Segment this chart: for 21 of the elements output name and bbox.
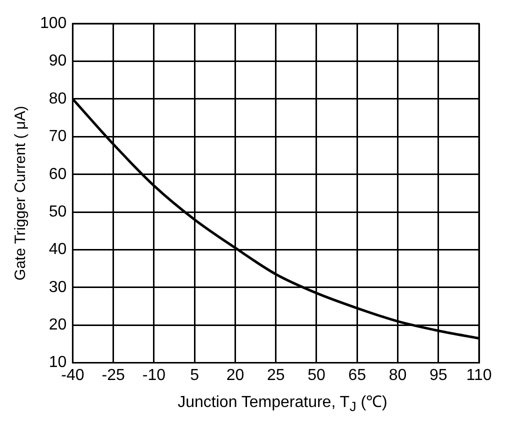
x-tick-label: 25 <box>266 366 285 384</box>
x-tick-label: 80 <box>388 366 407 384</box>
x-axis-title: Junction Temperature, T$_{J}$ (℃) <box>176 393 388 414</box>
y-axis-title: Gate Trigger Current ( μA) <box>12 106 30 280</box>
x-tick-label: 65 <box>348 366 366 384</box>
y-tick-label: 70 <box>48 128 67 146</box>
y-tick-label: 80 <box>48 90 67 108</box>
x-tick-label: -10 <box>142 366 166 384</box>
x-tick-label: -25 <box>102 366 125 384</box>
x-tick-label: 20 <box>226 366 244 384</box>
y-tick-label: 30 <box>48 278 67 296</box>
x-tick-label: 5 <box>190 366 200 384</box>
y-tick-label: 100 <box>40 15 67 32</box>
x-tick-label: 50 <box>308 366 326 384</box>
y-tick-label: 20 <box>48 316 67 334</box>
y-tick-label: 60 <box>48 166 67 183</box>
x-tick-label: 110 <box>466 366 492 384</box>
x-tick-label: 95 <box>429 366 448 384</box>
y-tick-label: 50 <box>48 203 67 220</box>
y-tick-label: 40 <box>48 241 67 258</box>
y-tick-label: 90 <box>48 52 67 70</box>
